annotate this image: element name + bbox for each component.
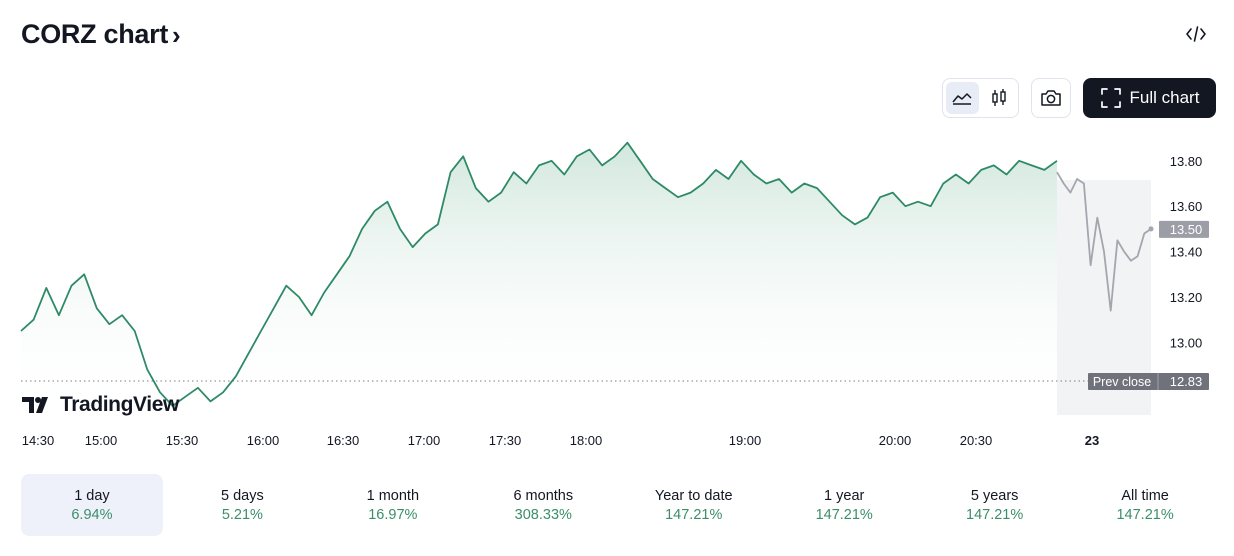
timeframe-label: 1 month <box>366 487 420 504</box>
code-icon <box>1186 26 1206 42</box>
timeframe-label: Year to date <box>654 487 733 504</box>
fullscreen-icon <box>1100 88 1121 108</box>
x-tick-label: 23 <box>1085 433 1099 448</box>
y-tick-label: 13.40 <box>1170 245 1203 260</box>
camera-icon <box>1041 90 1061 106</box>
last-price-dot <box>1148 226 1154 232</box>
timeframe-change: 147.21% <box>966 506 1024 523</box>
chart-title[interactable]: CORZ chart › <box>21 18 181 51</box>
tradingview-brand-text: TradingView <box>60 393 179 416</box>
timeframe-label: All time <box>1121 487 1169 504</box>
tradingview-logo-icon <box>22 397 48 413</box>
timeframe-button[interactable]: 6 months 308.33% <box>472 474 614 536</box>
timeframe-change: 5.21% <box>221 506 263 523</box>
current-price-badge <box>1159 220 1209 238</box>
timeframe-label: 5 years <box>970 487 1019 504</box>
timeframe-label: 6 months <box>513 487 574 504</box>
x-tick-label: 15:00 <box>85 433 118 448</box>
prev-close-value: 12.83 <box>1170 374 1203 389</box>
full-chart-button[interactable]: Full chart <box>1083 78 1216 118</box>
timeframe-selector: 1 day 6.94% 5 days 5.21% 1 month 16.97% 6 mont… <box>21 474 1216 536</box>
timeframe-button[interactable]: All time 147.21% <box>1074 474 1216 536</box>
timeframe-label: 5 days <box>221 487 264 504</box>
chart-type-toggle <box>942 78 1019 118</box>
y-tick-label: 13.80 <box>1170 154 1203 169</box>
chevron-right-icon: › <box>172 20 181 50</box>
line-chart-icon <box>952 93 972 105</box>
x-tick-label: 14:30 <box>22 433 55 448</box>
y-tick-label: 13.20 <box>1170 290 1203 305</box>
timeframe-change: 308.33% <box>514 506 572 523</box>
price-area-fill <box>21 142 1057 415</box>
timeframe-change: 6.94% <box>71 506 113 523</box>
x-tick-label: 17:30 <box>489 433 522 448</box>
candlestick-icon <box>992 89 1006 106</box>
embed-code-button[interactable] <box>1182 22 1210 46</box>
timeframe-button[interactable]: Year to date 147.21% <box>623 474 765 536</box>
tradingview-watermark[interactable]: TradingView <box>22 393 179 417</box>
chart-title-text: CORZ chart <box>21 19 169 49</box>
timeframe-button[interactable]: 1 month 16.97% <box>322 474 464 536</box>
timeframe-button[interactable]: 1 day 6.94% <box>21 474 163 536</box>
timeframe-change: 147.21% <box>815 506 873 523</box>
screenshot-button[interactable] <box>1031 78 1071 118</box>
timeframe-label: 1 day <box>74 487 110 504</box>
timeframe-change: 147.21% <box>1116 506 1174 523</box>
prev-close-badge <box>1088 372 1209 390</box>
timeframe-label: 1 year <box>824 487 865 504</box>
price-chart[interactable]: 13.80 13.60 13.40 13.20 13.00 13.50 Prev close… <box>0 120 1234 455</box>
timeframe-button[interactable]: 1 year 147.21% <box>773 474 915 536</box>
y-tick-label: 13.00 <box>1170 335 1203 350</box>
full-chart-label: Full chart <box>1129 88 1200 107</box>
candlestick-button[interactable] <box>983 82 1016 114</box>
prev-close-label: Prev close <box>1093 375 1151 389</box>
price-line <box>20 141 1058 407</box>
extended-price-line <box>1056 171 1152 312</box>
x-tick-label: 16:00 <box>247 433 280 448</box>
timeframe-button[interactable]: 5 years 147.21% <box>924 474 1066 536</box>
x-tick-label: 19:00 <box>729 433 762 448</box>
x-tick-label: 15:30 <box>166 433 199 448</box>
timeframe-button[interactable]: 5 days 5.21% <box>171 474 313 536</box>
line-chart-button[interactable] <box>946 82 979 114</box>
current-price-label: 13.50 <box>1170 222 1203 237</box>
x-tick-label: 17:00 <box>408 433 441 448</box>
x-tick-label: 20:30 <box>960 433 993 448</box>
timeframe-change: 147.21% <box>665 506 723 523</box>
x-tick-label: 18:00 <box>570 433 603 448</box>
x-tick-label: 20:00 <box>879 433 912 448</box>
x-tick-label: 16:30 <box>327 433 360 448</box>
y-tick-label: 13.60 <box>1170 199 1203 214</box>
timeframe-change: 16.97% <box>368 506 418 523</box>
